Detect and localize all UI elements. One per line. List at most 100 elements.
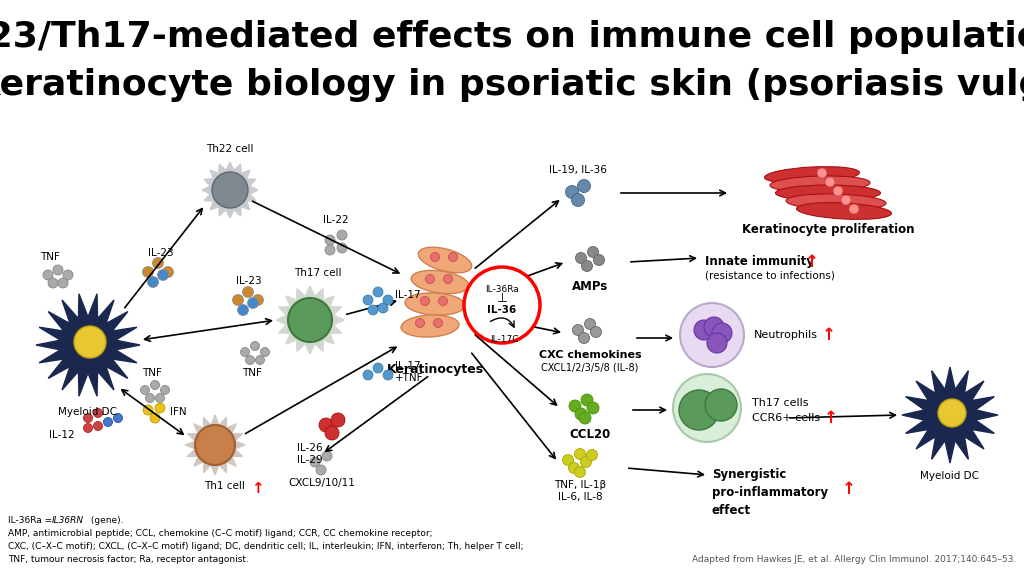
Circle shape xyxy=(568,463,580,474)
Circle shape xyxy=(673,374,741,442)
Circle shape xyxy=(316,465,326,475)
Circle shape xyxy=(575,253,587,263)
Text: IFN: IFN xyxy=(170,407,186,417)
Circle shape xyxy=(426,274,434,284)
Circle shape xyxy=(74,326,106,358)
Text: IL-26
IL-29: IL-26 IL-29 xyxy=(297,443,323,464)
Text: Th1 cell: Th1 cell xyxy=(205,481,246,491)
Polygon shape xyxy=(276,286,344,354)
Circle shape xyxy=(712,323,732,343)
Circle shape xyxy=(150,413,160,423)
Circle shape xyxy=(58,278,68,288)
Circle shape xyxy=(63,270,73,280)
Text: IL-36Ra: IL-36Ra xyxy=(485,285,519,293)
Circle shape xyxy=(93,421,102,430)
Circle shape xyxy=(562,455,573,466)
Text: TNF: TNF xyxy=(242,368,262,378)
Ellipse shape xyxy=(418,247,472,273)
Text: IL-22: IL-22 xyxy=(324,215,349,225)
Circle shape xyxy=(195,425,234,465)
Circle shape xyxy=(416,319,425,328)
Text: Keratinocyte proliferation: Keratinocyte proliferation xyxy=(741,223,914,236)
Circle shape xyxy=(288,298,332,342)
Circle shape xyxy=(938,399,966,427)
Text: ↑: ↑ xyxy=(251,481,263,496)
Circle shape xyxy=(140,386,150,394)
Text: (gene).: (gene). xyxy=(88,516,124,525)
Circle shape xyxy=(433,319,442,328)
Text: Myeloid DC: Myeloid DC xyxy=(921,471,980,481)
Text: CXCL9/10/11: CXCL9/10/11 xyxy=(289,478,355,488)
Circle shape xyxy=(579,412,591,424)
Text: and keratinocyte biology in psoriatic skin (psoriasis vulgaris): and keratinocyte biology in psoriatic sk… xyxy=(0,68,1024,102)
Circle shape xyxy=(574,448,586,460)
Circle shape xyxy=(48,278,58,288)
Circle shape xyxy=(151,381,160,390)
Circle shape xyxy=(679,390,719,430)
Circle shape xyxy=(587,449,597,460)
Circle shape xyxy=(243,286,254,297)
Circle shape xyxy=(310,457,319,467)
Circle shape xyxy=(582,261,593,272)
Text: CXC chemokines: CXC chemokines xyxy=(539,350,641,360)
Polygon shape xyxy=(185,415,245,475)
Circle shape xyxy=(325,426,339,440)
Circle shape xyxy=(591,327,601,338)
Circle shape xyxy=(825,177,835,187)
Circle shape xyxy=(373,363,383,373)
Text: IL-12: IL-12 xyxy=(49,430,75,440)
Circle shape xyxy=(565,185,579,199)
Circle shape xyxy=(383,370,393,380)
Text: (resistance to infections): (resistance to infections) xyxy=(705,270,835,280)
Text: IL-23/Th17-mediated effects on immune cell populations: IL-23/Th17-mediated effects on immune ce… xyxy=(0,20,1024,54)
Circle shape xyxy=(571,193,585,207)
Text: IL36RN: IL36RN xyxy=(52,516,84,525)
Circle shape xyxy=(578,180,591,192)
Circle shape xyxy=(143,405,153,415)
Ellipse shape xyxy=(406,293,465,315)
Text: Th22 cell: Th22 cell xyxy=(206,144,254,154)
Ellipse shape xyxy=(765,166,859,183)
Polygon shape xyxy=(902,367,998,463)
Circle shape xyxy=(841,195,851,205)
Circle shape xyxy=(163,266,173,277)
Circle shape xyxy=(93,409,102,417)
Text: TNF: TNF xyxy=(40,252,59,262)
Text: Th17 cells: Th17 cells xyxy=(752,398,809,408)
Circle shape xyxy=(378,303,388,313)
Ellipse shape xyxy=(401,315,459,337)
Text: ↑: ↑ xyxy=(824,409,838,427)
Circle shape xyxy=(817,168,827,178)
Circle shape xyxy=(569,400,581,412)
Text: ⊥: ⊥ xyxy=(497,293,508,305)
Text: IL-23: IL-23 xyxy=(236,276,261,286)
Circle shape xyxy=(84,424,92,432)
Circle shape xyxy=(246,355,255,364)
Text: IL-36: IL-36 xyxy=(487,305,517,315)
Text: TNF, tumour necrosis factor; Ra, receptor antagonist.: TNF, tumour necrosis factor; Ra, recepto… xyxy=(8,555,249,564)
Circle shape xyxy=(325,235,335,245)
Ellipse shape xyxy=(412,270,469,294)
Ellipse shape xyxy=(775,185,881,201)
Polygon shape xyxy=(36,294,140,396)
Circle shape xyxy=(575,408,587,420)
Circle shape xyxy=(153,258,164,269)
Circle shape xyxy=(707,333,727,353)
Circle shape xyxy=(362,370,373,380)
Circle shape xyxy=(260,347,269,356)
Ellipse shape xyxy=(786,194,886,210)
Circle shape xyxy=(337,230,347,240)
Ellipse shape xyxy=(797,203,892,219)
Circle shape xyxy=(585,319,596,329)
Text: IL-6, IL-8: IL-6, IL-8 xyxy=(558,492,602,502)
Circle shape xyxy=(241,347,250,356)
Circle shape xyxy=(574,467,586,478)
Circle shape xyxy=(421,297,429,305)
Circle shape xyxy=(156,394,165,402)
Circle shape xyxy=(256,355,264,364)
Circle shape xyxy=(212,172,248,208)
Circle shape xyxy=(103,417,113,426)
Circle shape xyxy=(319,418,333,432)
Text: Adapted from Hawkes JE, et al. Allergy Clin Immunol. 2017;140:645–53.: Adapted from Hawkes JE, et al. Allergy C… xyxy=(692,555,1016,564)
Circle shape xyxy=(53,265,63,275)
